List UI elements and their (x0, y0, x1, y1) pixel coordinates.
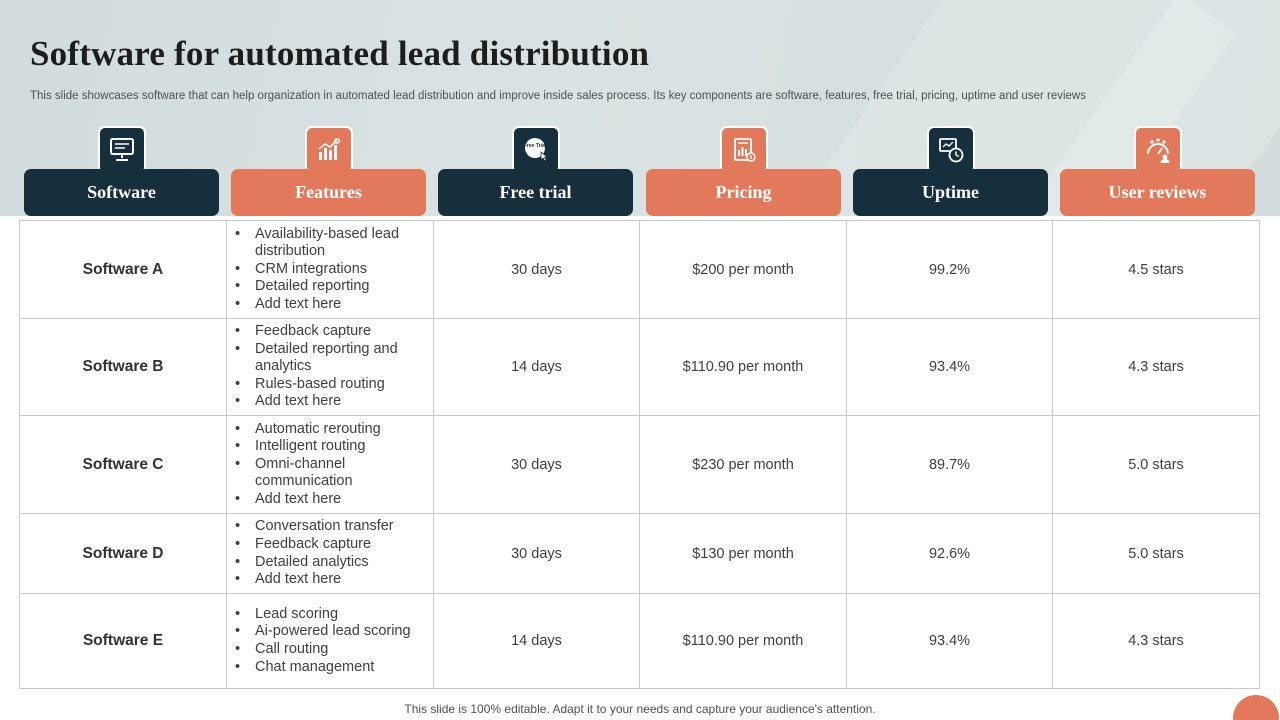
column-header-user-reviews: User reviews (1060, 126, 1255, 216)
free-trial-value: 14 days (433, 318, 640, 416)
free-trial-icon: Free Trial (512, 126, 560, 174)
features-cell: Lead scoring Ai-powered lead scoring Cal… (226, 593, 434, 689)
column-header-pricing: Pricing (646, 126, 841, 216)
table-row: Software A Availability-based lead distr… (19, 220, 1260, 319)
uptime-value: 99.2% (846, 220, 1053, 319)
table-row: Software E Lead scoring Ai-powered lead … (19, 593, 1260, 689)
features-list: Feedback capture Detailed reporting and … (235, 323, 425, 411)
feature-item: Add text here (235, 296, 425, 314)
free-trial-value: 30 days (433, 415, 640, 514)
column-header-uptime: Uptime (853, 126, 1048, 216)
software-name: Software B (19, 318, 227, 416)
feature-item: Rules-based routing (235, 376, 425, 394)
features-cell: Automatic rerouting Intelligent routing … (226, 415, 434, 514)
reviews-value: 5.0 stars (1052, 415, 1260, 514)
feature-item: Feedback capture (235, 536, 425, 554)
feature-item: Automatic rerouting (235, 421, 425, 439)
feature-item: Add text here (235, 571, 425, 589)
free-trial-value: 30 days (433, 220, 640, 319)
software-name: Software E (19, 593, 227, 689)
feature-item: Detailed analytics (235, 554, 425, 572)
features-chart-icon (305, 126, 353, 174)
column-header-software: Software (24, 126, 219, 216)
software-comparison-table: Software A Availability-based lead distr… (19, 220, 1260, 689)
pricing-value: $230 per month (639, 415, 847, 514)
feature-item: Intelligent routing (235, 438, 425, 456)
pricing-value: $130 per month (639, 513, 847, 594)
uptime-value: 89.7% (846, 415, 1053, 514)
column-header-label: Free trial (438, 169, 633, 216)
feature-item: Feedback capture (235, 323, 425, 341)
feature-item: Add text here (235, 393, 425, 411)
feature-item: Availability-based lead distribution (235, 226, 425, 261)
features-list: Lead scoring Ai-powered lead scoring Cal… (235, 606, 425, 676)
pricing-value: $200 per month (639, 220, 847, 319)
table-row: Software D Conversation transfer Feedbac… (19, 513, 1260, 594)
features-cell: Feedback capture Detailed reporting and … (226, 318, 434, 416)
column-header-row: Software Features Free Trial Free trial (24, 126, 1255, 216)
table-row: Software C Automatic rerouting Intellige… (19, 415, 1260, 514)
feature-item: Conversation transfer (235, 518, 425, 536)
software-name: Software C (19, 415, 227, 514)
table-row: Software B Feedback capture Detailed rep… (19, 318, 1260, 416)
uptime-value: 93.4% (846, 318, 1053, 416)
column-header-features: Features (231, 126, 426, 216)
slide-subtitle: This slide showcases software that can h… (30, 90, 1086, 102)
free-trial-value: 30 days (433, 513, 640, 594)
reviews-value: 4.5 stars (1052, 220, 1260, 319)
feature-item: Add text here (235, 491, 425, 509)
uptime-value: 92.6% (846, 513, 1053, 594)
software-name: Software D (19, 513, 227, 594)
feature-item: Detailed reporting (235, 278, 425, 296)
features-list: Availability-based lead distribution CRM… (235, 226, 425, 314)
feature-item: Omni-channel communication (235, 456, 425, 491)
column-header-label: Software (24, 169, 219, 216)
feature-item: Call routing (235, 641, 425, 659)
pricing-value: $110.90 per month (639, 593, 847, 689)
features-list: Conversation transfer Feedback capture D… (235, 518, 425, 588)
features-cell: Conversation transfer Feedback capture D… (226, 513, 434, 594)
uptime-clock-icon (927, 126, 975, 174)
feature-item: Ai-powered lead scoring (235, 623, 425, 641)
slide-title: Software for automated lead distribution (30, 34, 650, 73)
software-name: Software A (19, 220, 227, 319)
reviews-value: 4.3 stars (1052, 593, 1260, 689)
user-reviews-icon (1134, 126, 1182, 174)
slide-footer-note: This slide is 100% editable. Adapt it to… (404, 702, 876, 716)
column-header-label: User reviews (1060, 169, 1255, 216)
feature-item: Lead scoring (235, 606, 425, 624)
reviews-value: 5.0 stars (1052, 513, 1260, 594)
column-header-label: Uptime (853, 169, 1048, 216)
reviews-value: 4.3 stars (1052, 318, 1260, 416)
decorative-corner-circle (1233, 695, 1279, 720)
features-list: Automatic rerouting Intelligent routing … (235, 421, 425, 509)
feature-item: CRM integrations (235, 261, 425, 279)
free-trial-icon-text: Free Trial (524, 143, 547, 149)
pricing-document-icon (720, 126, 768, 174)
feature-item: Chat management (235, 659, 425, 677)
free-trial-value: 14 days (433, 593, 640, 689)
column-header-label: Features (231, 169, 426, 216)
pricing-value: $110.90 per month (639, 318, 847, 416)
column-header-free-trial: Free Trial Free trial (438, 126, 633, 216)
features-cell: Availability-based lead distribution CRM… (226, 220, 434, 319)
feature-item: Detailed reporting and analytics (235, 341, 425, 376)
uptime-value: 93.4% (846, 593, 1053, 689)
column-header-label: Pricing (646, 169, 841, 216)
software-monitor-icon (98, 126, 146, 174)
